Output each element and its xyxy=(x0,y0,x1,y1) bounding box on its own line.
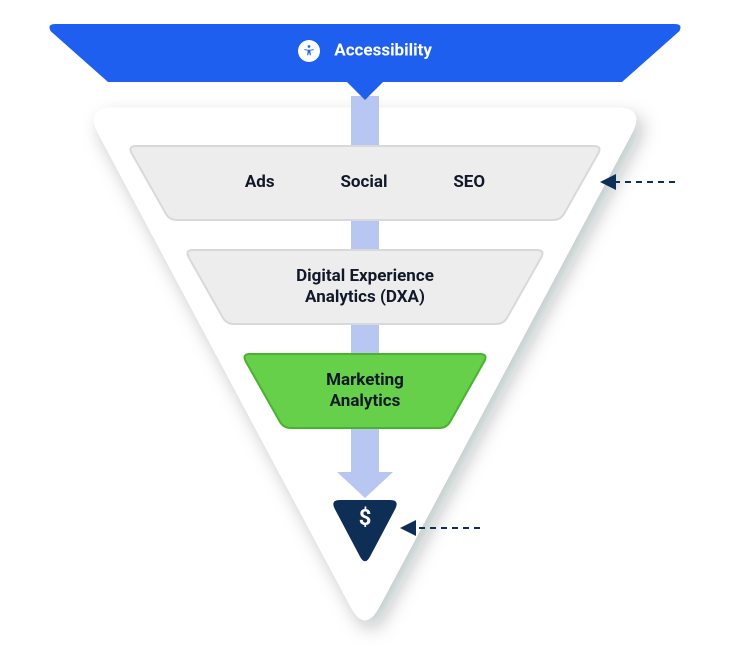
stage-marketing-analytics xyxy=(244,354,485,428)
accessibility-bar xyxy=(49,24,680,100)
funnel-diagram: Accessibility Ads Social SEO Digital Exp… xyxy=(0,0,730,654)
stage-dxa xyxy=(187,250,542,324)
stage-ads-social-seo xyxy=(130,146,599,220)
